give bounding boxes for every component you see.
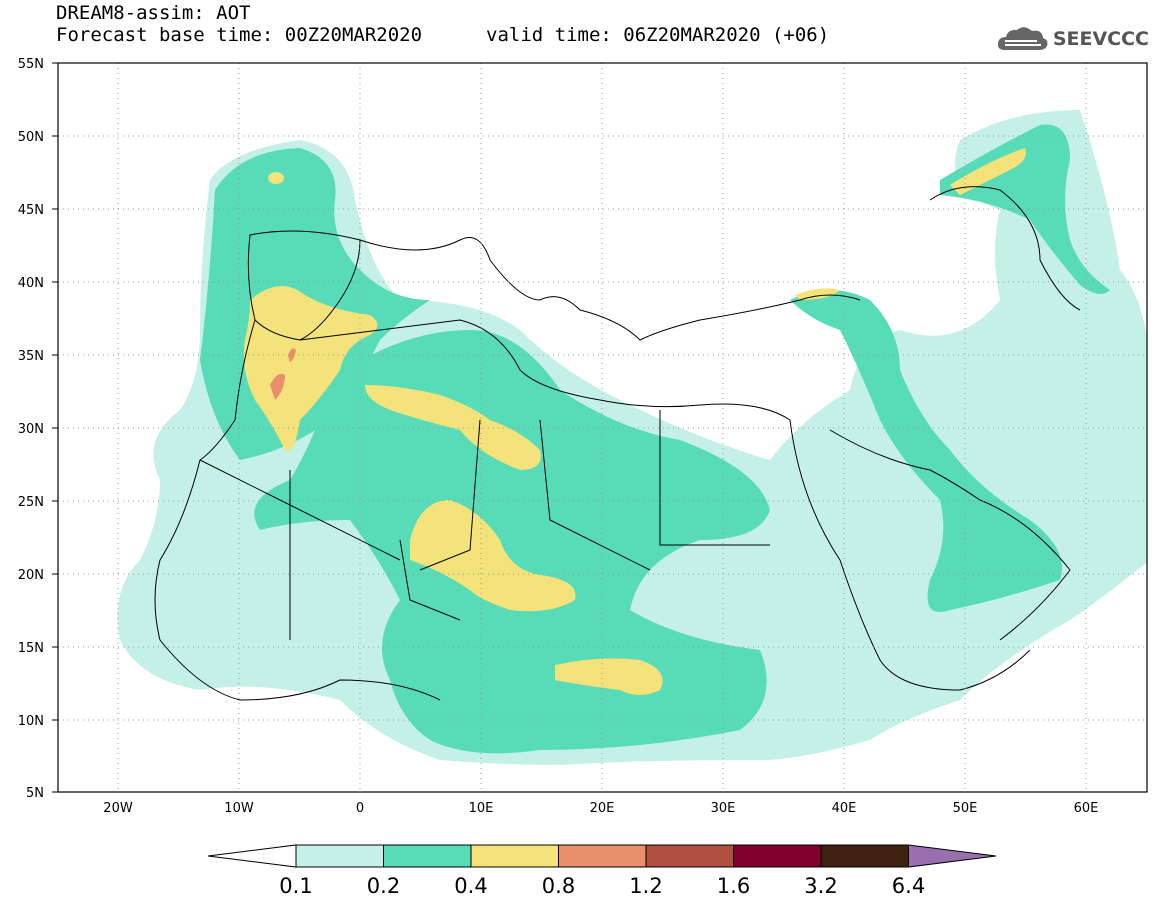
colorbar-label: 0.2	[367, 874, 400, 898]
latitude-ticks	[52, 62, 58, 793]
lon-label: 20E	[590, 801, 615, 816]
lat-label: 35N	[18, 349, 44, 364]
colorbar-label: 3.2	[804, 874, 837, 898]
longitude-labels: 20W 10W 0 10E 20E 30E 40E 50E 60E	[103, 801, 1098, 816]
aot-level-0.4-region-algeria	[365, 385, 541, 470]
lat-label: 15N	[18, 641, 44, 656]
coastline-arabia	[829, 429, 1071, 641]
lon-label: 10W	[224, 801, 254, 816]
colorbar-label: 1.2	[629, 874, 662, 898]
aot-level-0.4-region-biscay	[268, 172, 284, 184]
coastline-europe	[359, 237, 861, 341]
colorbar-swatch	[558, 844, 647, 868]
lat-label: 40N	[18, 276, 44, 291]
colorbar-swatch	[470, 844, 559, 868]
lat-label: 55N	[18, 57, 44, 72]
colorbar-low-arrow	[207, 844, 297, 868]
lon-label: 30E	[711, 801, 736, 816]
aot-level-0.4-region-chad	[555, 658, 663, 695]
colorbar	[207, 844, 997, 868]
base-time: Forecast base time: 00Z20MAR2020	[56, 24, 423, 46]
lon-label: 50E	[953, 801, 978, 816]
lat-label: 10N	[18, 714, 44, 729]
aot-contours	[117, 110, 1147, 765]
colorbar-label: 6.4	[892, 874, 925, 898]
coastline-caspian	[929, 186, 1081, 311]
aot-level-0.8-spot-iberia	[288, 348, 296, 362]
map-title: DREAM8-assim: AOT	[56, 2, 251, 24]
colorbar-swatch	[295, 844, 384, 868]
colorbar-label: 0.1	[279, 874, 312, 898]
lon-label: 60E	[1074, 801, 1099, 816]
aot-level-0.8-spot-morocco	[270, 373, 285, 400]
colorbar-swatch	[645, 844, 734, 868]
coastline-north-africa	[299, 319, 791, 421]
lat-label: 30N	[18, 422, 44, 437]
political-borders	[199, 410, 770, 640]
lon-label: 10E	[469, 801, 494, 816]
colorbar-label: 1.6	[717, 874, 750, 898]
latitude-labels: 55N 50N 45N 40N 35N 30N 25N 20N 15N 10N …	[18, 57, 44, 801]
lon-label: 40E	[832, 801, 857, 816]
seevccc-logo: SEEVCCC	[997, 24, 1149, 54]
lat-label: 50N	[18, 130, 44, 145]
aot-level-0.4-region-libya	[410, 500, 576, 612]
aot-level-0.4-region-iberia	[243, 286, 378, 451]
logo-text: SEEVCCC	[1052, 28, 1149, 50]
colorbar-swatch	[820, 844, 909, 868]
lat-label: 20N	[18, 568, 44, 583]
coastline-red-sea	[789, 419, 1031, 691]
cloud-icon	[997, 27, 1048, 50]
coastline-west-africa	[154, 319, 441, 701]
forecast-times: Forecast base time: 00Z20MAR2020 valid ti…	[56, 24, 829, 46]
lon-label: 20W	[103, 801, 133, 816]
colorbar-label: 0.4	[454, 874, 487, 898]
lat-label: 5N	[26, 786, 44, 801]
colorbar-label: 0.8	[542, 874, 575, 898]
valid-time: valid time: 06Z20MAR2020 (+06)	[486, 24, 830, 46]
lat-label: 45N	[18, 203, 44, 218]
aot-level-0.2-region-gulf	[790, 290, 1062, 612]
lat-label: 25N	[18, 495, 44, 510]
colorbar-high-arrow	[908, 844, 997, 868]
aot-level-0.4-regions	[243, 148, 1026, 695]
colorbar-swatch	[733, 844, 822, 868]
colorbar-swatch	[383, 844, 472, 868]
coastlines-and-borders	[154, 186, 1081, 701]
colorbar-labels: 0.1 0.2 0.4 0.8 1.2 1.6 3.2 6.4	[279, 874, 925, 898]
aot-level-0.8-regions	[270, 348, 296, 400]
lon-label: 0	[356, 801, 364, 816]
coastline-iberia	[247, 230, 361, 341]
aot-level-0.4-region-turkey	[795, 288, 840, 300]
aot-level-0.4-region-caspian	[950, 148, 1026, 195]
